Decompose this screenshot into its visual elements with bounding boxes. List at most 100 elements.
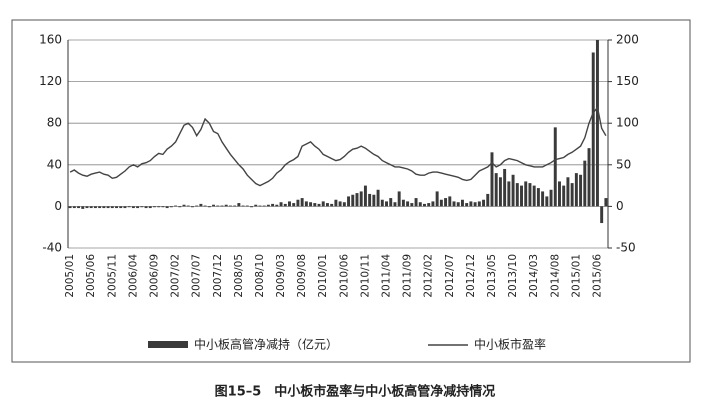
bar bbox=[275, 204, 279, 207]
bar bbox=[317, 203, 321, 207]
bar bbox=[351, 194, 355, 207]
bar bbox=[300, 198, 304, 207]
bar bbox=[418, 202, 422, 207]
bar bbox=[372, 194, 376, 207]
bar bbox=[393, 202, 397, 207]
bar bbox=[199, 203, 203, 207]
bar bbox=[532, 185, 536, 207]
bar bbox=[574, 173, 578, 207]
bar bbox=[524, 181, 528, 207]
y2-tick-label: 100 bbox=[616, 116, 639, 130]
x-tick-label: 2014/08 bbox=[549, 254, 561, 298]
bar bbox=[207, 206, 211, 208]
chart-frame bbox=[11, 19, 691, 363]
bar bbox=[161, 206, 165, 208]
bar bbox=[266, 204, 270, 207]
x-tick-label: 2008/05 bbox=[233, 254, 245, 298]
bar bbox=[182, 204, 186, 207]
bar bbox=[439, 199, 443, 207]
bar bbox=[136, 206, 140, 209]
bar bbox=[368, 193, 372, 207]
bar bbox=[313, 203, 317, 207]
x-tick-label: 2005/06 bbox=[85, 254, 97, 298]
bar bbox=[401, 199, 405, 207]
bar bbox=[435, 191, 439, 207]
legend-label: 中小板市盈率 bbox=[474, 337, 546, 352]
bar bbox=[359, 191, 363, 207]
bar bbox=[338, 201, 342, 207]
bar bbox=[498, 177, 502, 207]
bar bbox=[77, 206, 81, 209]
bar bbox=[203, 205, 207, 207]
bar bbox=[233, 205, 237, 207]
bar bbox=[486, 193, 490, 207]
bar bbox=[309, 202, 313, 207]
bar bbox=[119, 206, 123, 209]
bar bbox=[583, 160, 587, 207]
bar bbox=[241, 205, 245, 207]
bar bbox=[570, 183, 574, 207]
bar bbox=[482, 199, 486, 207]
bar bbox=[549, 189, 553, 207]
bar bbox=[186, 205, 190, 207]
bar bbox=[566, 177, 570, 207]
bar bbox=[93, 206, 97, 209]
bar bbox=[292, 203, 296, 207]
bar bbox=[330, 203, 334, 207]
caption: 图15–5 中小板市盈率与中小板高管净减持情况 bbox=[215, 384, 496, 400]
legend-swatch bbox=[148, 341, 188, 348]
bar bbox=[423, 203, 426, 207]
bar bbox=[102, 206, 106, 209]
bar bbox=[123, 206, 127, 209]
bar bbox=[195, 205, 199, 207]
bar bbox=[414, 198, 418, 207]
bar bbox=[490, 152, 494, 207]
bar bbox=[237, 203, 241, 207]
y2-tick-label: 200 bbox=[616, 33, 639, 47]
x-tick-label: 2005/11 bbox=[106, 254, 118, 298]
x-tick-label: 2012/12 bbox=[465, 254, 477, 298]
bar bbox=[347, 196, 351, 207]
bar bbox=[507, 181, 511, 207]
y-tick-label: 0 bbox=[54, 199, 62, 213]
bar bbox=[216, 205, 220, 207]
y2-tick-label: -50 bbox=[616, 241, 636, 255]
bar bbox=[245, 205, 249, 207]
bar bbox=[587, 148, 591, 207]
bar bbox=[452, 201, 456, 207]
bar bbox=[389, 198, 393, 207]
x-tick-label: 2012/02 bbox=[423, 254, 435, 298]
legend-label: 中小板高管净减持（亿元） bbox=[194, 337, 338, 352]
bar bbox=[258, 205, 262, 207]
bar bbox=[406, 201, 410, 207]
bar bbox=[431, 201, 435, 207]
bar bbox=[363, 185, 367, 207]
bar bbox=[448, 196, 452, 207]
x-tick-label: 2013/05 bbox=[486, 254, 498, 298]
bar bbox=[169, 206, 173, 208]
line bbox=[69, 106, 607, 187]
bar bbox=[334, 199, 338, 207]
bar bbox=[511, 174, 515, 207]
y-tick-label: 160 bbox=[39, 33, 62, 47]
bar bbox=[115, 206, 118, 209]
bar bbox=[190, 206, 194, 208]
x-tick-label: 2010/11 bbox=[359, 254, 371, 298]
bar bbox=[355, 193, 359, 207]
bar bbox=[410, 203, 414, 207]
bar bbox=[85, 206, 89, 209]
bar bbox=[325, 203, 329, 207]
x-tick-label: 2009/03 bbox=[275, 254, 287, 298]
bar bbox=[144, 206, 148, 209]
bar bbox=[562, 185, 566, 207]
x-tick-label: 2010/01 bbox=[317, 254, 329, 298]
bar bbox=[541, 191, 545, 207]
bar bbox=[520, 185, 523, 207]
bar bbox=[279, 202, 283, 207]
bar bbox=[380, 199, 384, 207]
y2-tick-label: 0 bbox=[616, 199, 624, 213]
bar bbox=[220, 205, 224, 207]
bar bbox=[271, 203, 275, 207]
bar bbox=[536, 188, 540, 207]
